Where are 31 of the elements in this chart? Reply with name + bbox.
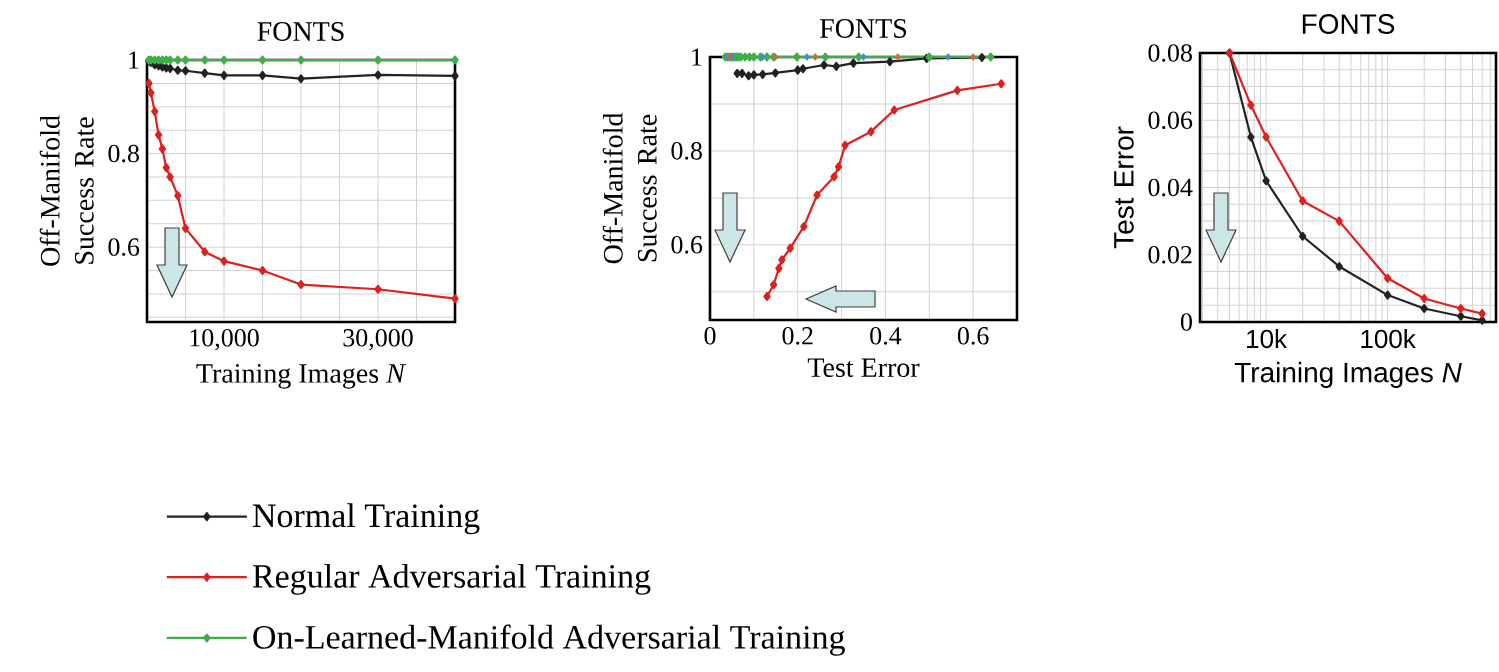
y-tick-label: 1 xyxy=(692,48,702,66)
y-tick-label: 0.06 xyxy=(1148,111,1193,130)
y-tick-label: 0 xyxy=(1180,313,1192,331)
y-axis-title: Test Error xyxy=(1114,126,1134,249)
y-tick-label: 0.6 xyxy=(108,238,140,256)
y-axis-title: Off-Manifold Success Rate xyxy=(39,115,94,266)
x-tick-label: 10,000 xyxy=(190,329,259,351)
x-axis-title: Test Error xyxy=(807,358,920,378)
y-tick-label: 0.8 xyxy=(108,144,139,163)
x-tick-label: 0.6 xyxy=(957,327,989,345)
chart-title: FONTS xyxy=(1302,14,1395,34)
legend-label: Regular Adversarial Training xyxy=(252,563,651,595)
x-axis-title: Training Images N xyxy=(196,364,407,389)
y-axis-title: Off-Manifold Success Rate xyxy=(602,112,657,264)
x-tick-label: 30,000 xyxy=(343,329,413,351)
x-tick-label: 0 xyxy=(704,327,716,345)
chart-title: FONTS xyxy=(819,19,907,38)
y-tick-label: 0.6 xyxy=(671,236,703,254)
x-tick-label: 10k xyxy=(1247,329,1288,349)
x-tick-label: 0.2 xyxy=(782,327,813,345)
y-tick-label: 0.8 xyxy=(671,142,702,160)
legend-label: Normal Training xyxy=(252,503,480,535)
x-axis-title: Training Images N xyxy=(1234,361,1462,388)
y-tick-label: 0.04 xyxy=(1148,178,1193,197)
x-tick-label: 100k xyxy=(1361,329,1416,349)
legend-label: On-Learned-Manifold Adversarial Training xyxy=(253,624,845,656)
y-tick-label: 1 xyxy=(129,51,139,69)
y-tick-label: 0.02 xyxy=(1148,245,1192,264)
y-tick-label: 0.08 xyxy=(1148,44,1192,62)
chart-title: FONTS xyxy=(257,22,344,41)
x-tick-label: 0.4 xyxy=(870,327,902,345)
